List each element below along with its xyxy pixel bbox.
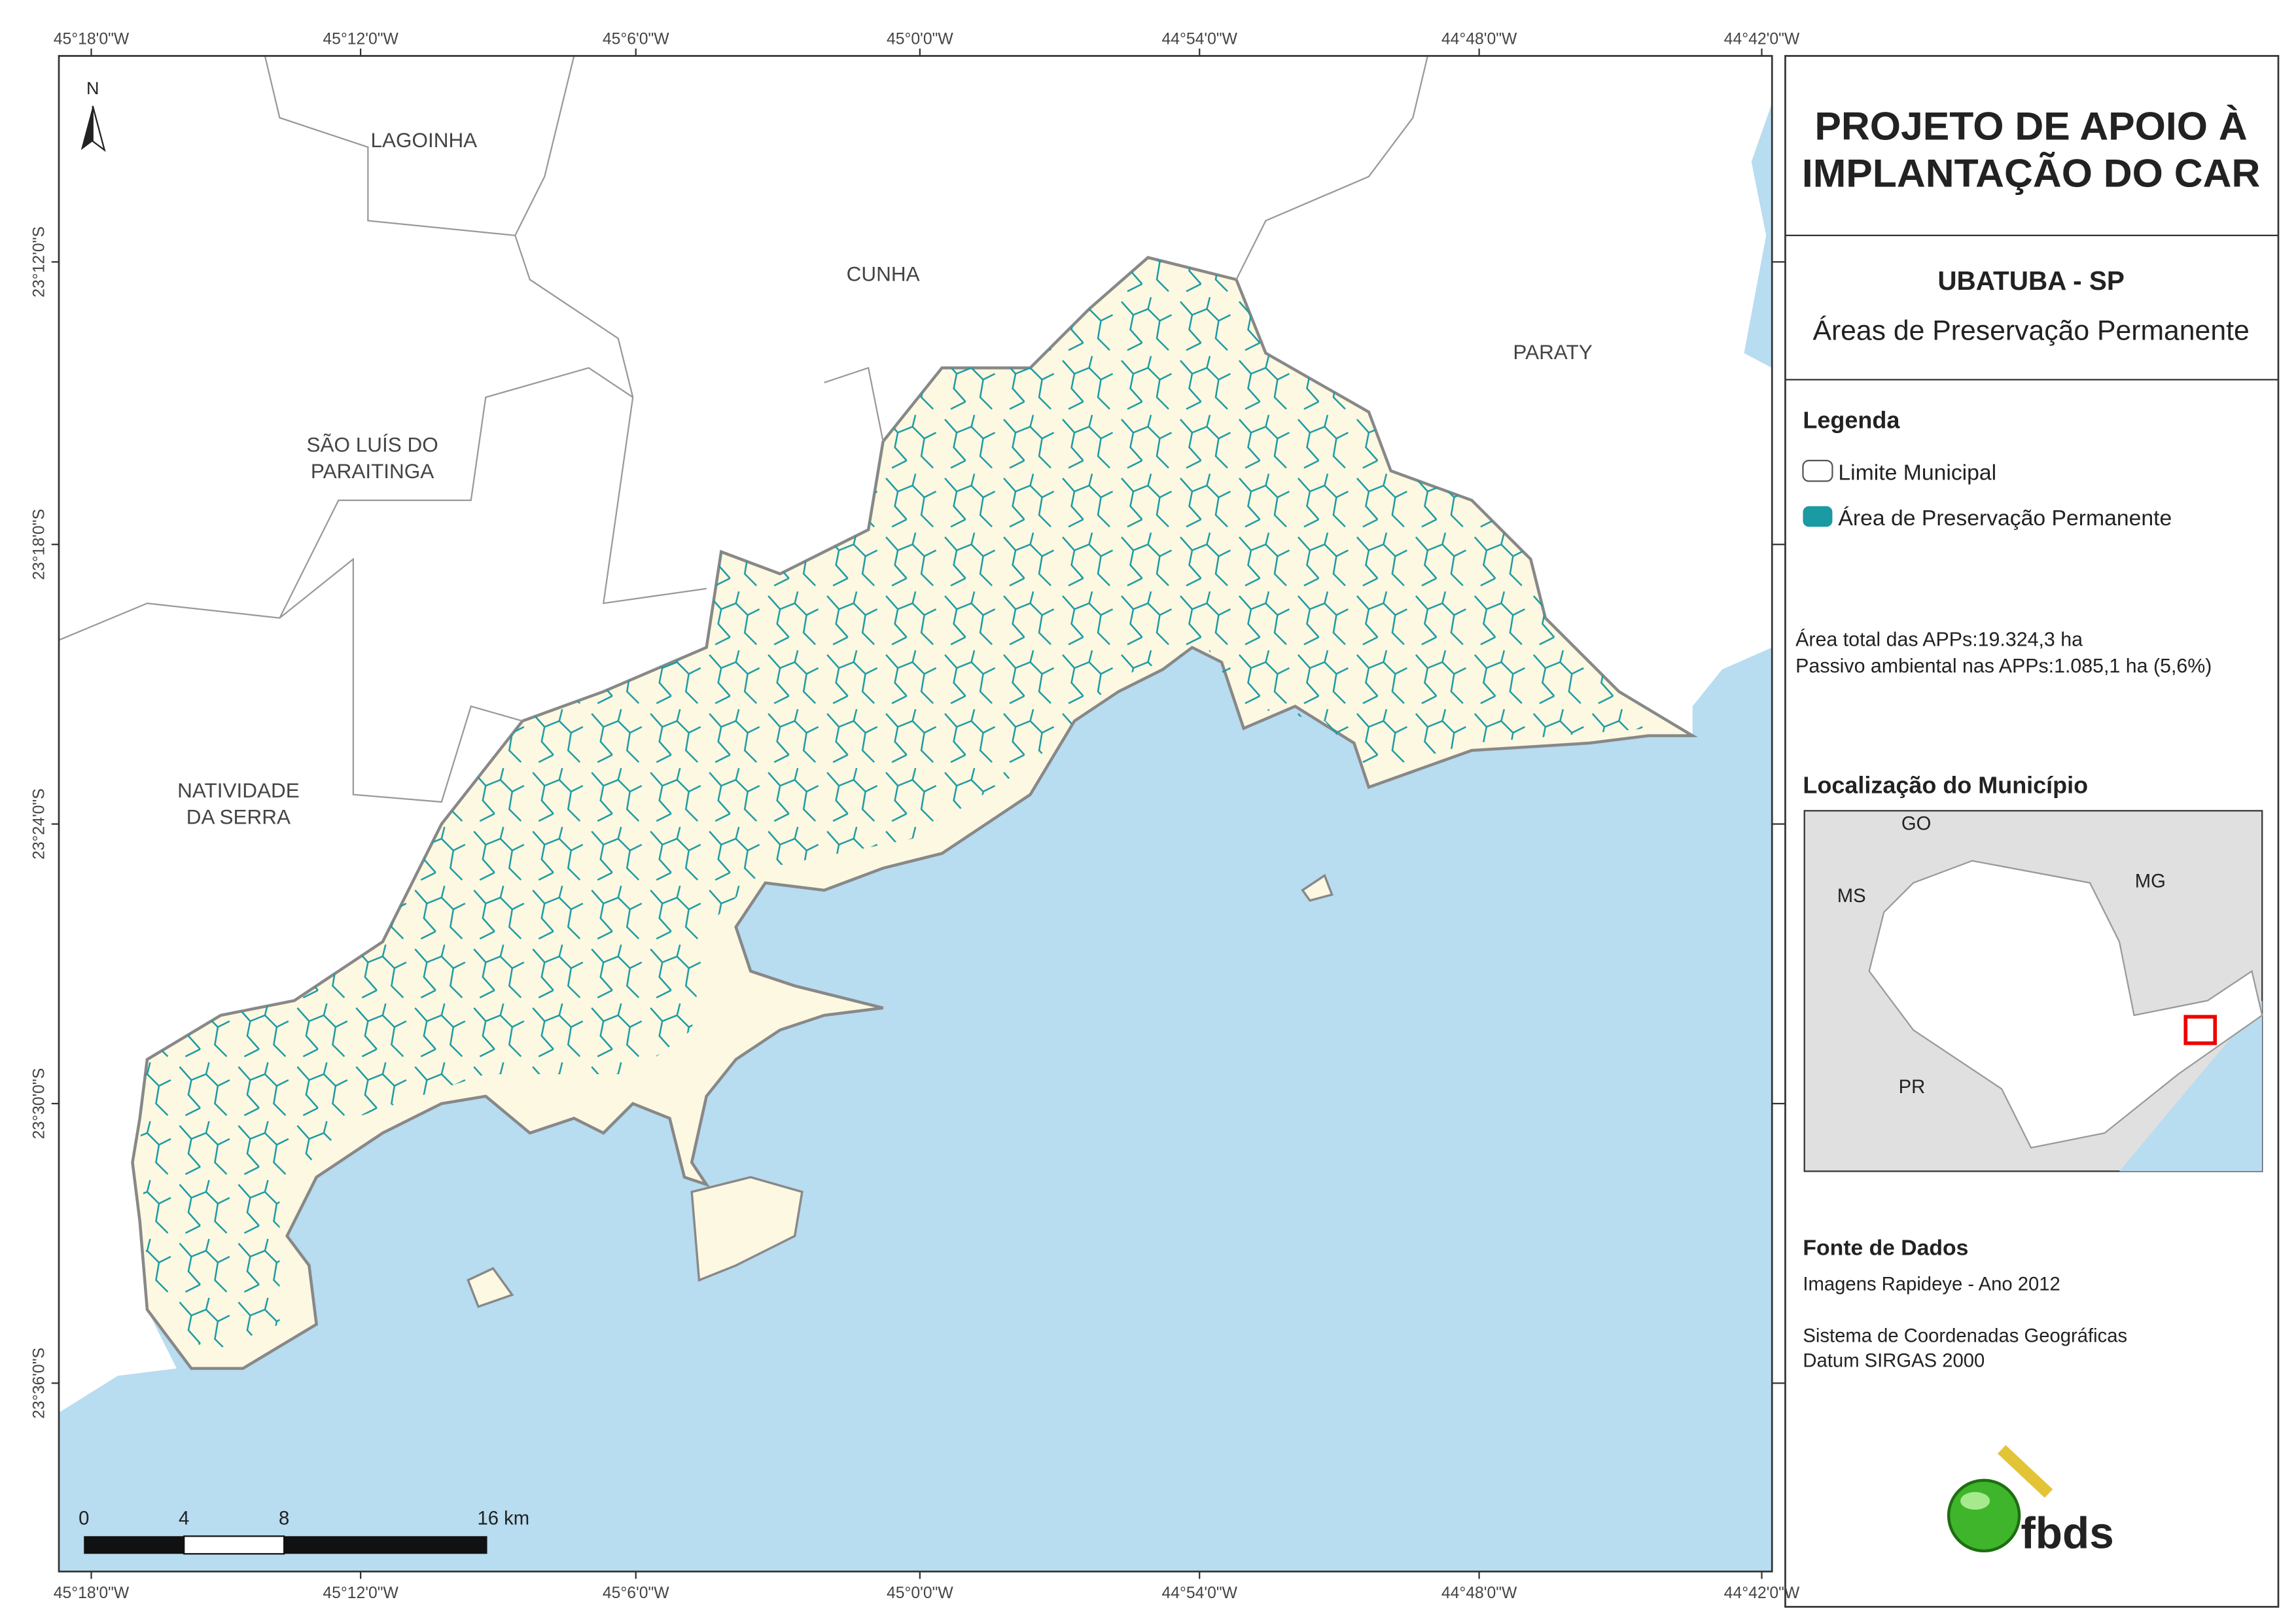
legend-swatch — [1803, 506, 1833, 527]
stat: Passivo ambiental nas APPs:1.085,1 ha (5… — [1795, 655, 2212, 677]
logo-text: fbds — [2021, 1509, 2113, 1558]
scale-bar: 0 4 8 16 km — [79, 1508, 529, 1555]
coordinate-label: 45°6'0"W — [603, 30, 669, 48]
legend-item: Limite Municipal — [1838, 460, 1996, 485]
place-label: PARATY — [1513, 340, 1592, 364]
locator-label: MS — [1837, 886, 1866, 907]
legend-item: Área de Preservação Permanente — [1838, 506, 2172, 531]
coordinate-label: 23°36'0"S — [31, 1348, 48, 1419]
locator-label: GO — [1901, 814, 1931, 835]
locator-title: Localização do Município — [1803, 771, 2088, 798]
source-line: Sistema de Coordenadas Geográficas — [1803, 1325, 2127, 1346]
place-label: NATIVIDADE DA SERRA — [177, 778, 300, 828]
scale-label: 8 — [279, 1508, 289, 1529]
place-label-line: DA SERRA — [186, 805, 291, 829]
coordinate-label: 23°24'0"S — [31, 788, 48, 860]
coordinate-label: 45°6'0"W — [603, 1584, 669, 1602]
place-label-line: PARAITINGA — [311, 459, 434, 483]
coordinate-label: 44°54'0"W — [1161, 30, 1237, 48]
place-label-line: PARATY — [1513, 340, 1592, 364]
coordinate-label: 45°12'0"W — [323, 1584, 398, 1602]
coordinate-label: 23°18'0"S — [31, 509, 48, 580]
coordinate-label: 45°0'0"W — [887, 30, 953, 48]
title: PROJETO DE APOIO À IMPLANTAÇÃO DO CAR — [1802, 104, 2260, 196]
coordinate-label: 44°48'0"W — [1441, 30, 1517, 48]
coordinate-label: 44°42'0"W — [1724, 30, 1800, 48]
place-label: SÃO LUÍS DO PARAITINGA — [306, 433, 438, 483]
coordinate-label: 23°12'0"S — [31, 226, 48, 298]
place-label-line: NATIVIDADE — [177, 778, 300, 802]
place-label-line: SÃO LUÍS DO — [306, 433, 438, 457]
scale-label: 4 — [179, 1508, 189, 1529]
map-frame — [59, 56, 1773, 1572]
coordinate-label: 23°30'0"S — [31, 1068, 48, 1140]
coordinate-label: 45°12'0"W — [323, 30, 398, 48]
place-label-line: CUNHA — [847, 262, 920, 286]
logo: fbds — [1947, 1445, 2114, 1558]
theme: Áreas de Preservação Permanente — [1812, 315, 2249, 347]
coordinate-label: 45°0'0"W — [887, 1584, 953, 1602]
legend-title: Legenda — [1803, 407, 1900, 434]
locator-label: MG — [2135, 871, 2166, 892]
stat: Área total das APPs:19.324,3 ha — [1795, 629, 2083, 650]
scale-label: 0 — [79, 1508, 89, 1529]
legend-swatch — [1802, 459, 1833, 482]
coordinate-label: 44°54'0"W — [1161, 1584, 1237, 1602]
app-areas — [139, 257, 1649, 1354]
map-border — [58, 55, 1773, 1573]
municipality: UBATUBA - SP — [1937, 266, 2125, 296]
sources-title: Fonte de Dados — [1803, 1236, 1968, 1261]
source-line: Datum SIRGAS 2000 — [1803, 1351, 1985, 1372]
municipal-limits — [59, 56, 1428, 803]
island — [1301, 873, 1333, 902]
place-label-line: LAGOINHA — [370, 128, 477, 152]
island — [467, 1266, 514, 1308]
coordinate-label: 44°48'0"W — [1441, 1584, 1517, 1602]
coordinate-label: 45°18'0"W — [54, 30, 130, 48]
locator-map: GO MS MG PR — [1803, 810, 2263, 1172]
place-label: CUNHA — [847, 262, 920, 286]
place-label: LAGOINHA — [370, 128, 477, 152]
island — [690, 1176, 804, 1282]
source-line: Imagens Rapideye - Ano 2012 — [1803, 1274, 2060, 1295]
coordinate-label: 45°18'0"W — [54, 1584, 130, 1602]
scale-label: 16 km — [477, 1508, 529, 1529]
locator-label: PR — [1899, 1077, 1926, 1098]
coordinate-label: 44°42'0"W — [1724, 1584, 1800, 1602]
north-label: N — [86, 79, 99, 98]
